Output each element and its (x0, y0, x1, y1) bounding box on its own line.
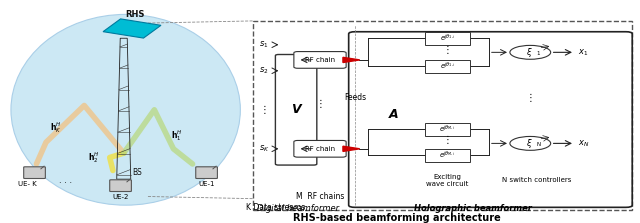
Text: UE-2: UE-2 (113, 194, 129, 200)
Text: $e^{j\theta_{1,i}}$: $e^{j\theta_{1,i}}$ (440, 61, 456, 72)
Text: ⋮: ⋮ (443, 45, 452, 55)
Polygon shape (103, 19, 161, 38)
Circle shape (510, 45, 550, 59)
Text: $x_N$: $x_N$ (578, 138, 589, 149)
Text: $e^{j\theta_{1,i}}$: $e^{j\theta_{1,i}}$ (440, 33, 456, 44)
Text: $s_1$: $s_1$ (259, 39, 269, 50)
Text: RHS: RHS (125, 10, 145, 19)
Text: N switch controllers: N switch controllers (502, 177, 572, 183)
Text: $s_K$: $s_K$ (259, 144, 270, 154)
Circle shape (510, 136, 550, 150)
Text: 1: 1 (536, 51, 540, 56)
Text: $e^{j\theta_{M,i}}$: $e^{j\theta_{M,i}}$ (439, 150, 456, 161)
Text: $\mathbf{h}_{1}^{H}$: $\mathbf{h}_{1}^{H}$ (171, 128, 182, 143)
Text: ⋮: ⋮ (315, 99, 325, 109)
FancyBboxPatch shape (196, 167, 218, 178)
Text: ⋮: ⋮ (525, 93, 535, 103)
Text: RF chain: RF chain (305, 57, 335, 63)
Text: · · ·: · · · (58, 179, 72, 188)
FancyBboxPatch shape (294, 140, 346, 157)
FancyBboxPatch shape (109, 180, 131, 192)
Text: M  RF chains: M RF chains (296, 192, 344, 201)
Text: ⋮: ⋮ (260, 105, 269, 115)
FancyBboxPatch shape (275, 54, 317, 165)
Text: A: A (388, 108, 398, 121)
Text: RHS-based beamforming architecture: RHS-based beamforming architecture (292, 213, 500, 223)
FancyBboxPatch shape (425, 149, 470, 162)
Text: $x_1$: $x_1$ (578, 47, 588, 58)
Text: N: N (536, 142, 540, 147)
Text: $\mathbf{h}_{2}^{H}$: $\mathbf{h}_{2}^{H}$ (88, 150, 99, 165)
Text: UE-1: UE-1 (198, 181, 215, 187)
Text: Exciting
wave circuit: Exciting wave circuit (426, 174, 468, 187)
Text: Feeds: Feeds (344, 93, 367, 102)
FancyBboxPatch shape (24, 167, 45, 178)
Text: $s_2$: $s_2$ (259, 66, 269, 76)
Polygon shape (343, 57, 360, 62)
Text: $e^{j\theta_{M,i}}$: $e^{j\theta_{M,i}}$ (439, 124, 456, 135)
Text: V: V (291, 103, 301, 116)
FancyBboxPatch shape (425, 32, 470, 45)
Text: ⋮: ⋮ (443, 135, 452, 145)
Ellipse shape (11, 14, 241, 205)
Text: $\xi$: $\xi$ (525, 46, 532, 59)
FancyBboxPatch shape (425, 123, 470, 136)
Text: RF chain: RF chain (305, 146, 335, 152)
FancyBboxPatch shape (294, 52, 346, 68)
Text: K Data streams: K Data streams (246, 203, 305, 212)
Text: UE- K: UE- K (17, 181, 36, 187)
Text: Digital beamformer: Digital beamformer (257, 204, 339, 213)
Text: $\mathbf{h}_{K}^{H}$: $\mathbf{h}_{K}^{H}$ (50, 120, 61, 134)
FancyBboxPatch shape (425, 60, 470, 73)
Text: $\xi$: $\xi$ (525, 137, 532, 150)
Text: Holographic beamformer: Holographic beamformer (414, 204, 532, 213)
Text: BS: BS (132, 168, 142, 177)
Polygon shape (343, 146, 360, 151)
